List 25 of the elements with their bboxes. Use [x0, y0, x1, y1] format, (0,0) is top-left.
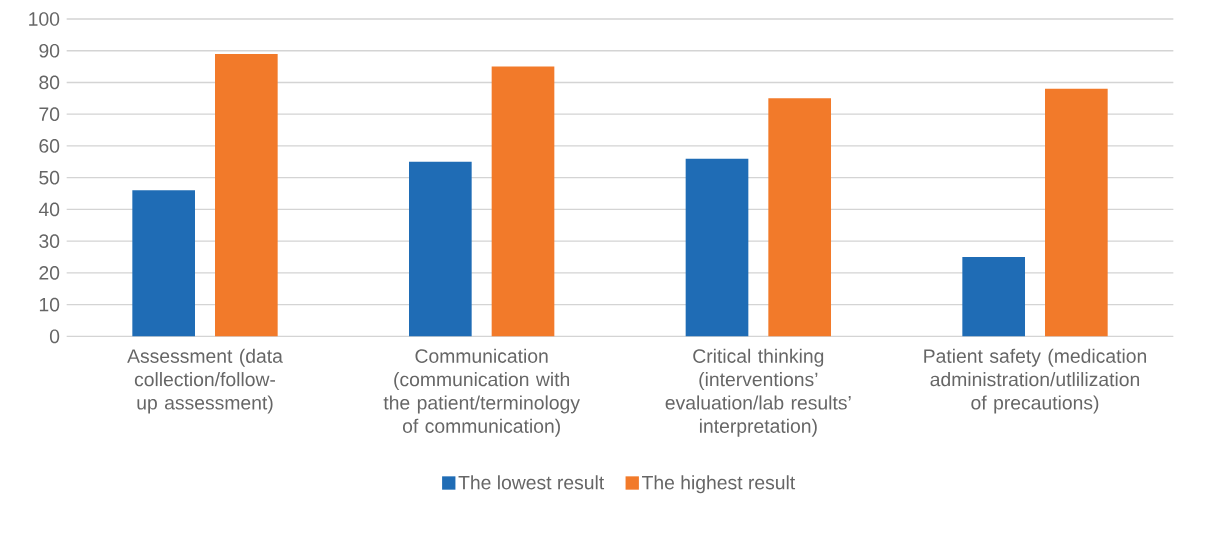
bar [768, 98, 832, 337]
y-tick-label: 20 [39, 266, 60, 280]
bar [132, 190, 195, 337]
legend-label: The lowest result [458, 475, 605, 490]
bar [409, 161, 472, 337]
y-tick-label: 50 [39, 170, 60, 185]
bar [1045, 88, 1108, 337]
y-tick-label: 40 [38, 202, 60, 217]
x-tick-label: Critical thinking (interventions’ evaluation/lab results’ interpretation) [665, 348, 851, 437]
y-tick-label: 80 [39, 75, 60, 90]
bar [962, 257, 1026, 337]
y-tick-label: 0 [49, 329, 60, 344]
bar [491, 66, 555, 337]
y-tick-label: 100 [29, 12, 60, 26]
legend-label: The highest result [642, 475, 796, 494]
y-tick-label: 10 [39, 297, 60, 312]
bar [685, 158, 749, 337]
y-tick-label: 30 [39, 234, 60, 248]
y-tick-label: 70 [39, 107, 60, 122]
y-tick-label: 90 [39, 43, 60, 58]
x-tick-label: Communication (communication with the patient/terminology of communication) [383, 348, 580, 437]
y-tick-label: 60 [39, 139, 60, 153]
bar [215, 53, 278, 337]
x-tick-label: Assessment (data collection/follow-up assessment) [127, 348, 283, 414]
x-tick-label: Patient safety (medication administration/utlilization of precautions) [924, 348, 1147, 414]
